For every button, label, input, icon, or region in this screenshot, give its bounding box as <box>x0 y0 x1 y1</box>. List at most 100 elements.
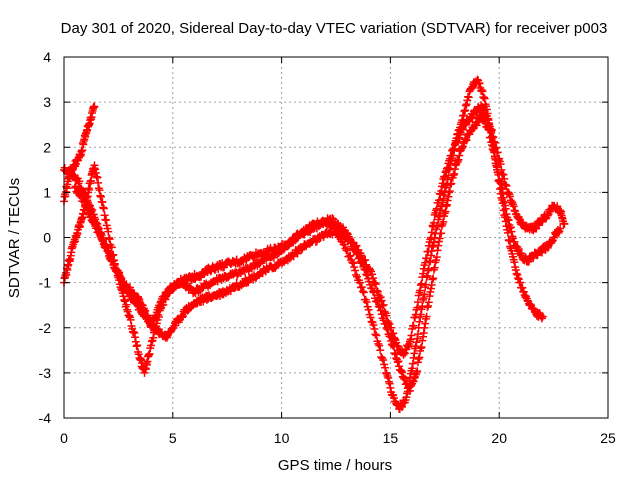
data-point-marker <box>85 185 94 194</box>
y-tick-label: -4 <box>39 410 52 426</box>
data-point-marker <box>417 279 426 288</box>
data-point-marker <box>369 287 377 296</box>
data-point-marker <box>368 284 376 293</box>
data-point-marker <box>560 220 569 228</box>
data-point-marker <box>159 300 168 309</box>
data-point-marker <box>104 227 113 236</box>
y-tick-label: 1 <box>43 184 51 200</box>
y-axis-title: SDTVAR / TECUs <box>6 178 23 298</box>
data-point-marker <box>503 228 512 237</box>
y-tick-label: 4 <box>43 49 51 65</box>
data-point-marker <box>377 310 386 319</box>
data-point-marker <box>363 271 372 280</box>
data-point-marker <box>422 312 431 321</box>
data-point-marker <box>346 239 355 248</box>
data-point-marker <box>300 228 309 237</box>
data-point-marker <box>375 303 384 312</box>
data-point-marker <box>409 321 418 330</box>
axes: 0 5 10 15 20 25 -4 -3 -2 -1 0 1 2 3 4 <box>39 49 616 446</box>
data-point-marker <box>359 288 368 297</box>
data-point-marker <box>380 360 389 369</box>
data-point-marker <box>414 298 422 307</box>
x-tick-label: 20 <box>491 430 507 446</box>
x-tick-label: 5 <box>169 430 177 446</box>
data-point-marker <box>346 251 355 260</box>
data-point-marker <box>279 245 288 254</box>
data-point-marker <box>413 367 422 376</box>
x-tick-label: 25 <box>600 430 616 446</box>
data-point-marker <box>137 356 146 365</box>
data-point-marker <box>372 331 381 340</box>
data-point-marker <box>420 290 429 299</box>
data-point-marker <box>437 229 446 238</box>
data-point-marker <box>376 346 385 355</box>
data-point-marker <box>485 125 493 134</box>
y-tick-label: -2 <box>39 320 52 336</box>
plot-frame <box>63 56 609 419</box>
data-point-marker <box>349 259 358 268</box>
data-point-marker <box>390 342 398 351</box>
data-point-marker <box>355 278 364 287</box>
data-point-marker <box>226 287 235 296</box>
data-point-marker <box>373 298 382 306</box>
data-point-marker <box>502 181 511 190</box>
y-tick-label: 2 <box>43 139 51 155</box>
data-point-marker <box>370 288 378 297</box>
data-point-marker <box>445 187 454 196</box>
data-point-marker <box>414 330 422 339</box>
data-point-marker <box>355 253 364 262</box>
data-point-marker <box>155 313 163 321</box>
data-points <box>60 75 569 414</box>
data-point-marker <box>350 263 359 272</box>
y-tick-label: -3 <box>39 365 52 381</box>
data-point-marker <box>364 305 373 314</box>
data-point-marker <box>379 356 388 364</box>
data-point-marker <box>75 177 84 186</box>
data-point-marker <box>417 343 426 352</box>
data-point-marker <box>376 306 385 315</box>
data-point-marker <box>351 266 360 275</box>
data-point-marker <box>340 240 349 249</box>
data-point-marker <box>361 266 370 274</box>
data-point-marker <box>133 341 142 350</box>
data-point-marker <box>360 265 369 274</box>
data-point-marker <box>407 331 416 340</box>
data-point-marker <box>328 214 337 223</box>
data-point-marker <box>370 325 379 333</box>
y-tick-label: 0 <box>43 230 51 246</box>
data-point-marker <box>363 302 372 311</box>
data-point-marker <box>78 146 87 155</box>
y-tick-label: -1 <box>39 275 52 291</box>
data-point-marker <box>345 235 354 244</box>
data-point-marker <box>538 312 547 321</box>
data-point-marker <box>424 265 433 274</box>
x-tick-label: 0 <box>60 430 68 446</box>
data-point-marker <box>99 204 108 213</box>
data-point-marker <box>376 293 385 302</box>
data-point-marker <box>556 224 565 233</box>
data-point-marker <box>383 325 392 334</box>
data-point-marker <box>381 319 390 328</box>
chart-title: Day 301 of 2020, Sidereal Day-to-day VTE… <box>61 20 608 37</box>
data-point-marker <box>343 246 352 255</box>
data-point-marker <box>358 287 367 296</box>
data-point-marker <box>415 353 424 362</box>
data-point-marker <box>293 249 302 258</box>
data-point-marker <box>348 258 357 267</box>
data-point-marker <box>191 289 200 298</box>
data-point-marker <box>371 330 380 339</box>
x-tick-label: 15 <box>383 430 399 446</box>
data-point-marker <box>384 318 393 327</box>
y-tick-label: 3 <box>43 94 51 110</box>
data-point-marker <box>362 270 371 279</box>
data-point-marker <box>366 313 375 322</box>
data-point-marker <box>126 315 135 324</box>
x-tick-label: 10 <box>274 430 290 446</box>
data-point-marker <box>198 284 207 293</box>
data-point-marker <box>371 280 380 289</box>
data-point-marker <box>90 102 99 111</box>
x-axis-title: GPS time / hours <box>278 457 392 474</box>
data-point-marker <box>357 283 366 292</box>
data-point-marker <box>369 321 378 329</box>
